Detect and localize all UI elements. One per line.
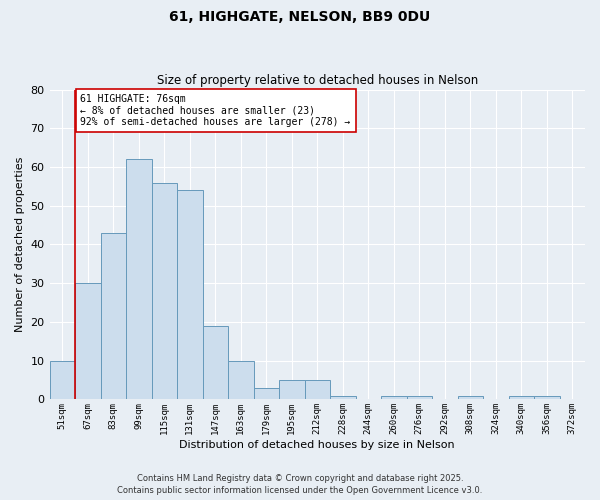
Bar [458, 396, 483, 400]
Bar [534, 396, 560, 400]
Bar [279, 380, 305, 400]
Bar [330, 396, 356, 400]
Title: Size of property relative to detached houses in Nelson: Size of property relative to detached ho… [157, 74, 478, 87]
Y-axis label: Number of detached properties: Number of detached properties [15, 157, 25, 332]
Text: Contains HM Land Registry data © Crown copyright and database right 2025.
Contai: Contains HM Land Registry data © Crown c… [118, 474, 482, 495]
Bar [203, 326, 228, 400]
Bar [228, 360, 254, 400]
Text: 61, HIGHGATE, NELSON, BB9 0DU: 61, HIGHGATE, NELSON, BB9 0DU [169, 10, 431, 24]
Bar [152, 182, 177, 400]
Bar [101, 233, 126, 400]
Text: 61 HIGHGATE: 76sqm
← 8% of detached houses are smaller (23)
92% of semi-detached: 61 HIGHGATE: 76sqm ← 8% of detached hous… [80, 94, 350, 128]
X-axis label: Distribution of detached houses by size in Nelson: Distribution of detached houses by size … [179, 440, 455, 450]
Bar [509, 396, 534, 400]
Bar [305, 380, 330, 400]
Bar [177, 190, 203, 400]
Bar [126, 160, 152, 400]
Bar [381, 396, 407, 400]
Bar [75, 283, 101, 400]
Bar [254, 388, 279, 400]
Bar [50, 360, 75, 400]
Bar [407, 396, 432, 400]
